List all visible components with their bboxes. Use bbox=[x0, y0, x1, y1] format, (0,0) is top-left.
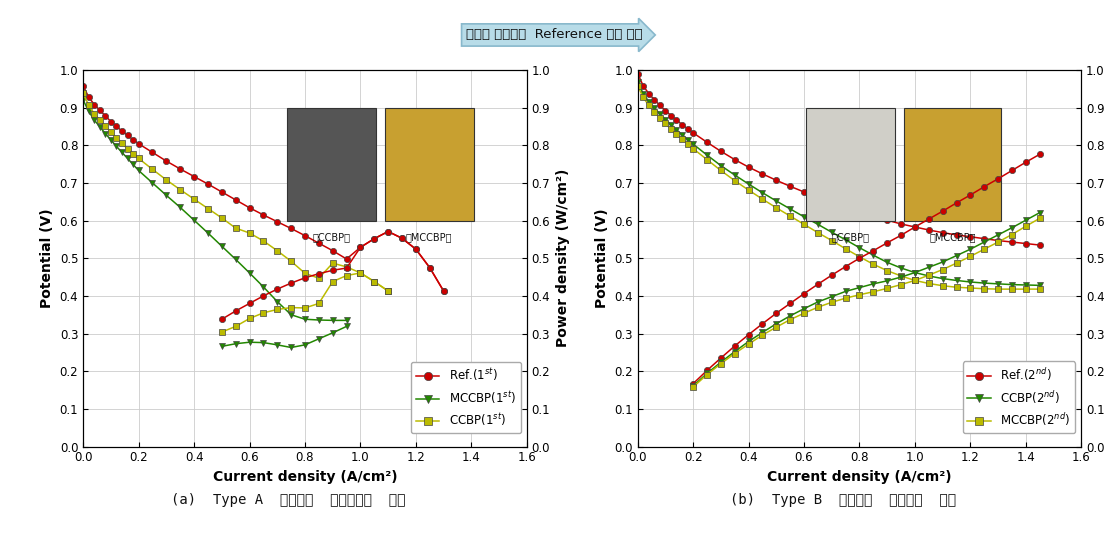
X-axis label: Current density (A/cm²): Current density (A/cm²) bbox=[767, 470, 952, 484]
Bar bbox=[287, 108, 376, 221]
Legend: Ref.(1$^{st}$), MCCBP(1$^{st}$), CCBP(1$^{st}$): Ref.(1$^{st}$), MCCBP(1$^{st}$), CCBP(1$… bbox=[411, 362, 521, 433]
Bar bbox=[904, 108, 1001, 221]
X-axis label: Current density (A/cm²): Current density (A/cm²) bbox=[213, 470, 397, 484]
Legend: Ref.(2$^{nd}$), CCBP(2$^{nd}$), MCCBP(2$^{nd}$): Ref.(2$^{nd}$), CCBP(2$^{nd}$), MCCBP(2$… bbox=[963, 361, 1076, 433]
Bar bbox=[385, 108, 474, 221]
Text: 【MCCBP】: 【MCCBP】 bbox=[406, 232, 452, 242]
Y-axis label: Potential (V): Potential (V) bbox=[594, 208, 609, 308]
Text: 【MCCBP】: 【MCCBP】 bbox=[929, 232, 976, 242]
Text: (b)  Type B  디자인에  전해돈금  방식: (b) Type B 디자인에 전해돈금 방식 bbox=[730, 493, 956, 507]
Text: 【CCBP】: 【CCBP】 bbox=[313, 232, 350, 242]
Y-axis label: Power density (W/cm²): Power density (W/cm²) bbox=[556, 169, 570, 348]
Y-axis label: Potential (V): Potential (V) bbox=[40, 208, 54, 308]
Bar bbox=[806, 108, 895, 221]
Text: 디자인 변경으로  Reference 성능 증가: 디자인 변경으로 Reference 성능 증가 bbox=[466, 29, 643, 41]
Text: (a)  Type A  디자인에  무전해돈금  방식: (a) Type A 디자인에 무전해돈금 방식 bbox=[171, 493, 406, 507]
Text: 【CCBP】: 【CCBP】 bbox=[832, 232, 869, 242]
